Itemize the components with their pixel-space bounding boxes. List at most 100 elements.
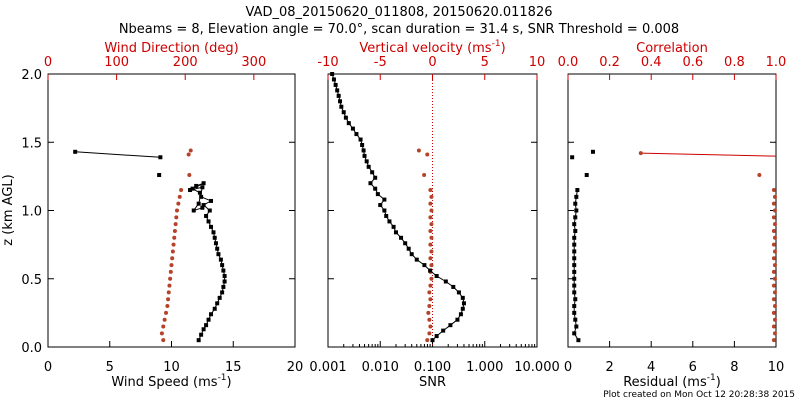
top-tick-label: 300 — [241, 55, 266, 70]
data-point-red — [771, 228, 776, 233]
data-point-red — [772, 290, 777, 295]
data-point-black — [572, 331, 577, 336]
data-point-black — [212, 235, 217, 240]
bottom-tick-label: 0.001 — [309, 360, 346, 375]
figure-title-line-1: VAD_08_20150620_011808, 20150620.011826 — [246, 5, 553, 20]
top-tick-label: 10 — [529, 55, 546, 70]
data-point-black — [220, 263, 225, 268]
data-point-black — [451, 284, 456, 289]
data-point-black — [339, 104, 344, 109]
data-point-black — [201, 327, 206, 332]
bottom-axis-label-superscript: -1 — [218, 373, 227, 383]
top-tick-label: 1.0 — [766, 55, 787, 70]
series-line — [331, 73, 465, 341]
data-point-black — [207, 208, 212, 213]
data-point-red — [427, 331, 432, 336]
data-point-black — [191, 208, 196, 213]
data-point-black — [382, 208, 387, 213]
data-point-black — [382, 197, 387, 202]
data-point-black — [209, 198, 214, 203]
data-point-black — [218, 257, 223, 262]
top-tick-label: 0.8 — [724, 55, 745, 70]
data-point-black — [212, 306, 217, 311]
y-tick-label: 1.5 — [21, 136, 42, 151]
data-point-red — [170, 249, 175, 254]
outlier-point-black — [73, 149, 78, 154]
data-point-black — [430, 338, 435, 343]
data-point-black — [213, 241, 218, 246]
outlier-point-red — [416, 148, 421, 153]
data-point-black — [217, 295, 222, 300]
data-point-black — [362, 153, 367, 158]
data-point-black — [399, 235, 404, 240]
data-point-red — [428, 215, 433, 220]
data-point-black — [331, 77, 336, 82]
bottom-tick-label: 20 — [287, 360, 304, 375]
outlier-point-black — [570, 155, 575, 160]
bottom-tick-label: 0 — [44, 360, 52, 375]
data-point-black — [572, 242, 577, 247]
data-point-red — [772, 222, 777, 227]
data-point-black — [335, 88, 340, 93]
data-point-black — [196, 201, 201, 206]
bottom-axis-label-text-end: ) — [227, 375, 232, 390]
bottom-tick-label: 10 — [163, 360, 180, 375]
data-point-black — [204, 213, 209, 218]
outlier-point-red — [757, 173, 762, 178]
data-point-black — [573, 215, 578, 220]
data-point-red — [427, 290, 432, 295]
data-point-red — [172, 228, 177, 233]
y-tick-label: 0.5 — [21, 273, 42, 288]
bottom-tick-label: 2 — [605, 360, 613, 375]
data-point-black — [387, 219, 392, 224]
data-point-black — [215, 301, 220, 306]
bottom-tick-label: 5 — [106, 360, 114, 375]
data-point-black — [338, 99, 343, 104]
data-point-red — [428, 242, 433, 247]
data-point-black — [358, 137, 363, 142]
data-point-black — [434, 274, 439, 279]
top-tick-label: -5 — [374, 55, 387, 70]
bottom-axis-label-text-end: ) — [716, 375, 721, 390]
data-point-black — [456, 290, 461, 295]
panel-wind-frame — [47, 73, 296, 348]
data-point-black — [197, 190, 202, 195]
data-point-red — [429, 208, 434, 213]
data-point-black — [200, 205, 205, 210]
bottom-tick-label: 1.000 — [466, 360, 503, 375]
data-point-black — [434, 334, 439, 339]
data-point-black — [414, 257, 419, 262]
top-tick-label: 0.2 — [599, 55, 620, 70]
bottom-axis-label: Residual (ms-1) — [623, 373, 721, 390]
data-point-red — [161, 324, 166, 329]
top-tick-label: 5 — [481, 55, 489, 70]
data-point-black — [409, 252, 414, 257]
bottom-tick-label: 6 — [689, 360, 697, 375]
data-point-black — [574, 324, 579, 329]
bottom-tick-label: 0 — [564, 360, 572, 375]
data-point-black — [199, 194, 204, 199]
data-point-black — [460, 295, 465, 300]
outlier-point-black — [157, 173, 162, 178]
data-point-red — [167, 283, 172, 288]
data-point-black — [572, 269, 577, 274]
data-point-red — [159, 331, 164, 336]
data-point-red — [772, 331, 777, 336]
bottom-tick-label: 10 — [768, 360, 785, 375]
bottom-axis-label: SNR — [419, 375, 446, 390]
data-point-black — [221, 284, 226, 289]
bottom-axis-label-text: SNR — [419, 375, 446, 390]
data-point-black — [391, 224, 396, 229]
top-tick-label: 0 — [44, 55, 52, 70]
top-tick-label: 100 — [104, 55, 129, 70]
data-point-black — [201, 203, 206, 208]
outlier-point-red — [425, 152, 430, 157]
top-tick-label: 0 — [428, 55, 436, 70]
bottom-tick-label: 0.100 — [414, 360, 451, 375]
data-point-red — [771, 283, 776, 288]
data-point-red — [771, 188, 776, 193]
outlier-point-red — [187, 173, 192, 178]
y-axis-label: z (km AGL) — [1, 174, 16, 245]
data-point-red — [427, 317, 432, 322]
